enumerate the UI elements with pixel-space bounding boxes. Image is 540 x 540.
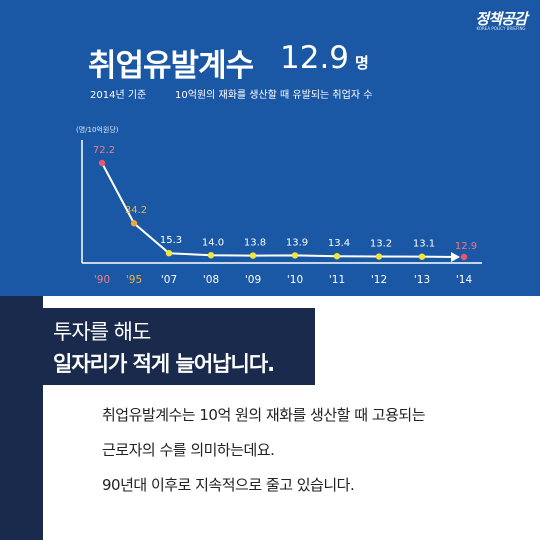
data-point-4: [249, 252, 257, 259]
data-label-1: 34.2: [125, 205, 147, 216]
x-tick-labels: '90 '95 '07 '08 '09 '10 '11 '12 '13 '14: [94, 274, 473, 286]
x-tick-label-5: '10: [287, 274, 303, 286]
basis-description: 10억원의 재화를 생산할 때 유발되는 취업자 수: [175, 90, 373, 101]
chart-unit-label: (명/10억원당): [76, 126, 119, 134]
data-point-5: [291, 252, 299, 259]
data-label-7: 13.2: [370, 239, 392, 250]
title-unit: 명: [355, 54, 369, 72]
series-arrowhead: [451, 252, 460, 262]
data-label-6: 13.4: [328, 238, 350, 249]
data-label-5: 13.9: [286, 237, 308, 248]
headline-line-1: 투자를 해도: [53, 320, 151, 344]
logo: 정책공감 KOREA POLICY BRIEFING: [470, 8, 532, 34]
line-chart: 72.2 34.2 15.3 14.0 13.8 13.9 13.4 13.2 13.1 12.9…: [81, 140, 482, 286]
data-point-2: [165, 249, 173, 257]
data-points: [98, 159, 468, 261]
logo-text: 정책공감: [475, 10, 527, 28]
x-tick-label-9: '14: [456, 274, 473, 286]
x-tick-label-1: '95: [126, 274, 142, 286]
x-tick-label-7: '12: [371, 274, 387, 286]
headline-line-2: 일자리가 적게 늘어납니다.: [53, 352, 275, 376]
data-point-6: [333, 253, 341, 260]
data-label-9: 12.9: [455, 241, 477, 252]
data-point-9: [460, 253, 468, 261]
logo-subtext: KOREA POLICY BRIEFING: [476, 26, 526, 31]
data-point-3: [207, 252, 215, 259]
series-line: [101, 162, 457, 258]
header-panel: [0, 0, 540, 296]
data-label-8: 13.1: [413, 239, 435, 250]
x-tick-label-4: '09: [245, 274, 261, 286]
data-point-0: [98, 159, 106, 167]
body-text-line-3: 90년대 이후로 지속적으로 줄고 있습니다.: [102, 476, 355, 494]
basis-year: 2014년 기준: [90, 90, 147, 101]
left-accent-bar: [0, 296, 43, 540]
body-text-line-1: 취업유발계수는 10억 원의 재화를 생산할 때 고용되는: [102, 406, 426, 424]
data-label-2: 15.3: [160, 235, 182, 246]
data-label-0: 72.2: [93, 145, 115, 156]
x-tick-label-0: '90: [94, 274, 110, 286]
title-value: 12.9: [280, 40, 350, 76]
x-tick-label-6: '11: [329, 274, 345, 286]
headline-banner: [43, 308, 315, 385]
data-labels: 72.2 34.2 15.3 14.0 13.8 13.9 13.4 13.2 13.1 12.9: [93, 145, 477, 252]
data-label-3: 14.0: [202, 237, 224, 248]
data-point-7: [375, 253, 383, 260]
page-title: 취업유발계수: [88, 48, 254, 84]
x-tick-label-3: '08: [203, 274, 219, 286]
data-point-8: [418, 253, 426, 260]
data-point-1: [130, 220, 138, 227]
body-text-line-2: 근로자의 수를 의미하는데요.: [102, 441, 275, 459]
x-tick-label-8: '13: [414, 274, 430, 286]
x-tick-label-2: '07: [161, 274, 177, 286]
data-label-4: 13.8: [244, 238, 266, 249]
